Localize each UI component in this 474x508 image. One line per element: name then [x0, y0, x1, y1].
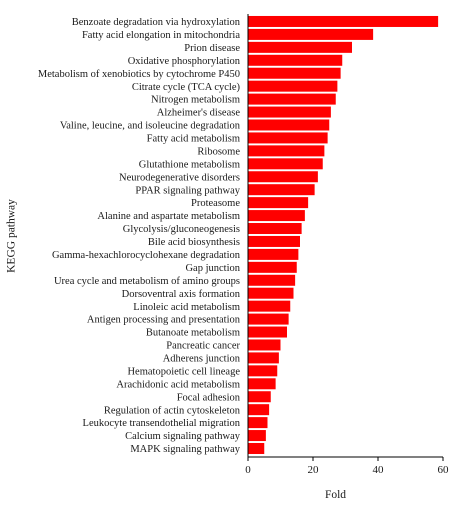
category-label: Neurodegenerative disorders	[119, 172, 240, 183]
bar	[248, 300, 291, 312]
category-label: Focal adhesion	[177, 392, 241, 403]
bar	[248, 313, 289, 325]
category-label: Benzoate degradation via hydroxylation	[72, 17, 241, 28]
bar	[248, 28, 374, 40]
x-tick-label: 60	[438, 464, 450, 476]
bar	[248, 80, 338, 92]
category-label: Linoleic acid metabolism	[133, 302, 240, 313]
category-label: Pancreatic cancer	[166, 341, 240, 352]
bar	[248, 15, 439, 27]
category-label: Glycolysis/gluconeogenesis	[123, 224, 240, 235]
category-label: Alanine and aspartate metabolism	[97, 211, 240, 222]
category-label: Urea cycle and metabolism of amino group…	[54, 276, 240, 287]
category-label: Oxidative phosphorylation	[128, 56, 241, 67]
category-label: Arachidonic acid metabolism	[116, 379, 240, 390]
x-axis-title: Fold	[325, 489, 346, 501]
category-label: Fatty acid elongation in mitochondria	[82, 30, 240, 41]
category-label: Nitrogen metabolism	[151, 95, 240, 106]
category-label: Fatty acid metabolism	[147, 134, 240, 145]
category-label: Leukocyte transendothelial migration	[83, 418, 241, 429]
bar	[248, 184, 315, 196]
category-label: Glutathione metabolism	[139, 159, 240, 170]
bar	[248, 248, 299, 260]
bar	[248, 404, 270, 416]
y-axis-title: KEGG pathway	[6, 199, 18, 273]
bar	[248, 326, 287, 338]
bar	[248, 378, 276, 390]
bar	[248, 261, 297, 273]
x-tick-label: 20	[308, 464, 320, 476]
bar	[248, 41, 352, 53]
category-label: Prion disease	[184, 43, 240, 54]
category-label: Hematopoietic cell lineage	[127, 366, 240, 377]
bar	[248, 442, 265, 454]
bar	[248, 223, 302, 235]
bar	[248, 365, 278, 377]
x-tick-label: 40	[373, 464, 385, 476]
category-label: Gap junction	[185, 263, 240, 274]
category-labels-group: Benzoate degradation via hydroxylation Fa…	[38, 17, 241, 455]
bar	[248, 54, 343, 66]
category-label: Antigen processing and presentation	[87, 315, 241, 326]
bar	[248, 274, 296, 286]
bar	[248, 339, 281, 351]
bar	[248, 106, 331, 118]
bars-group	[248, 15, 439, 454]
bar	[248, 235, 300, 247]
bar	[248, 145, 325, 157]
bar	[248, 210, 305, 222]
x-ticks-group: 0 20 40 60	[245, 456, 450, 476]
bar	[248, 67, 341, 79]
bar	[248, 119, 330, 131]
bar	[248, 158, 323, 170]
category-label: Regulation of actin cytoskeleton	[104, 405, 241, 416]
category-label: Gamma-hexachlorocyclohexane degradation	[52, 250, 241, 261]
category-label: Calcium signaling pathway	[125, 431, 241, 442]
category-label: Proteasome	[191, 198, 240, 209]
x-tick-label: 0	[245, 464, 251, 476]
category-label: Bile acid biosynthesis	[148, 237, 240, 248]
category-label: Alzheimer's disease	[157, 108, 241, 119]
bar	[248, 171, 318, 183]
category-label: Valine, leucine, and isoleucine degradat…	[60, 121, 241, 132]
bar	[248, 391, 271, 403]
bar	[248, 287, 294, 299]
bar	[248, 132, 328, 144]
bar	[248, 352, 279, 364]
bar	[248, 93, 336, 105]
category-label: MAPK signaling pathway	[130, 444, 240, 455]
category-label: Dorsoventral axis formation	[122, 289, 241, 300]
bar	[248, 430, 266, 442]
category-label: Adherens junction	[163, 354, 241, 365]
category-label: Butanoate metabolism	[146, 328, 240, 339]
category-label: Metabolism of xenobiotics by cytochrome …	[38, 69, 240, 80]
bar	[248, 417, 268, 429]
category-label: Ribosome	[197, 146, 240, 157]
category-label: Citrate cycle (TCA cycle)	[132, 82, 241, 93]
category-label: PPAR signaling pathway	[135, 185, 240, 196]
bar	[248, 197, 309, 209]
